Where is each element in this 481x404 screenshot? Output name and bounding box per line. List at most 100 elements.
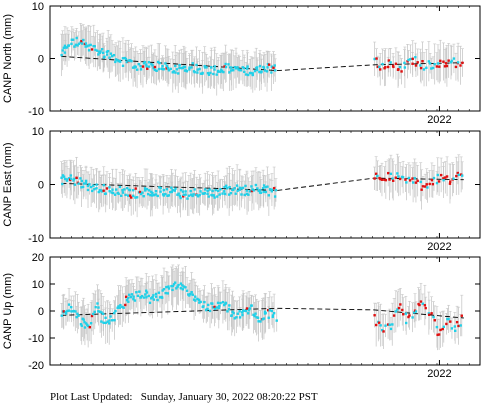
data-point: [157, 67, 161, 71]
data-point: [104, 316, 107, 320]
data-point: [446, 317, 449, 321]
data-point: [130, 293, 134, 296]
data-point: [112, 53, 116, 57]
data-point: [404, 321, 408, 325]
y-tick-label: -10: [28, 106, 44, 118]
data-point-alt: [392, 65, 395, 69]
data-point: [427, 312, 431, 315]
data-point-alt: [419, 300, 423, 303]
y-tick-label: 0: [38, 180, 44, 192]
data-point: [64, 46, 67, 49]
data-point: [162, 287, 166, 291]
data-point: [67, 303, 71, 306]
data-point: [427, 60, 431, 63]
data-point: [188, 294, 191, 297]
data-point: [165, 285, 168, 289]
data-point: [180, 66, 183, 70]
data-point: [407, 58, 410, 62]
data-point: [178, 63, 181, 67]
data-point: [230, 314, 233, 317]
data-point: [210, 66, 213, 69]
data-point: [130, 59, 133, 63]
data-point: [389, 327, 393, 331]
data-point: [169, 67, 172, 71]
data-point: [397, 175, 400, 178]
data-point: [190, 193, 193, 196]
data-point: [142, 296, 146, 299]
data-point: [442, 178, 445, 182]
data-point: [436, 173, 439, 177]
data-point: [83, 326, 87, 329]
data-point: [435, 181, 439, 185]
data-point: [134, 65, 137, 69]
data-point: [69, 174, 73, 177]
data-point: [167, 285, 170, 288]
data-point: [132, 194, 135, 197]
data-point: [70, 42, 73, 46]
data-point: [123, 188, 126, 191]
data-point: [151, 191, 154, 195]
data-point: [161, 289, 164, 292]
data-point: [227, 307, 231, 311]
data-point: [196, 68, 199, 71]
y-tick-label: -20: [28, 360, 44, 372]
data-point: [179, 188, 183, 192]
data-point-alt: [457, 324, 460, 328]
data-point: [89, 322, 93, 325]
data-point: [87, 44, 90, 47]
data-point: [218, 304, 221, 308]
data-point: [196, 195, 200, 198]
data-point: [96, 49, 99, 52]
data-point: [64, 310, 68, 314]
data-point: [113, 311, 116, 315]
data-point: [119, 303, 122, 307]
trend-line: [61, 177, 464, 191]
data-point: [381, 328, 384, 332]
data-point: [419, 180, 422, 184]
data-point: [65, 46, 69, 49]
data-point: [135, 196, 139, 199]
y-tick-label: 0: [38, 306, 44, 318]
data-point: [211, 306, 215, 309]
data-point: [164, 62, 167, 65]
data-point: [118, 185, 122, 189]
data-point-alt: [430, 178, 434, 182]
data-point: [80, 42, 84, 45]
data-point: [147, 61, 151, 64]
data-point: [243, 193, 246, 197]
data-point: [203, 66, 207, 69]
plot-area: [60, 264, 464, 351]
data-point: [256, 68, 259, 72]
data-point: [459, 324, 462, 327]
data-point: [426, 186, 429, 189]
data-point: [135, 291, 138, 294]
data-point: [159, 186, 162, 190]
data-point: [409, 57, 412, 61]
data-point: [169, 190, 172, 194]
data-point: [231, 310, 234, 313]
data-point: [211, 189, 214, 193]
data-point: [257, 189, 261, 193]
data-point: [97, 190, 100, 194]
data-point-alt: [444, 62, 448, 65]
data-point-alt: [411, 62, 414, 65]
data-point-alt: [386, 323, 390, 326]
data-point: [224, 65, 228, 69]
data-point: [158, 186, 161, 189]
data-point: [133, 299, 137, 302]
data-point: [121, 305, 124, 309]
data-point: [156, 298, 159, 302]
data-point: [60, 53, 63, 57]
data-point: [211, 194, 214, 197]
data-point: [204, 188, 207, 191]
data-point-alt: [134, 187, 137, 190]
data-point: [121, 191, 125, 194]
data-point: [75, 36, 78, 40]
data-point: [72, 179, 75, 182]
data-point: [67, 44, 71, 47]
data-point: [139, 68, 143, 71]
chart-panel-1: 10 0 -10 2022 CANP North (mm): [2, 1, 481, 126]
data-point: [241, 311, 244, 314]
data-point-alt: [380, 178, 384, 181]
data-point-alt: [373, 177, 376, 180]
